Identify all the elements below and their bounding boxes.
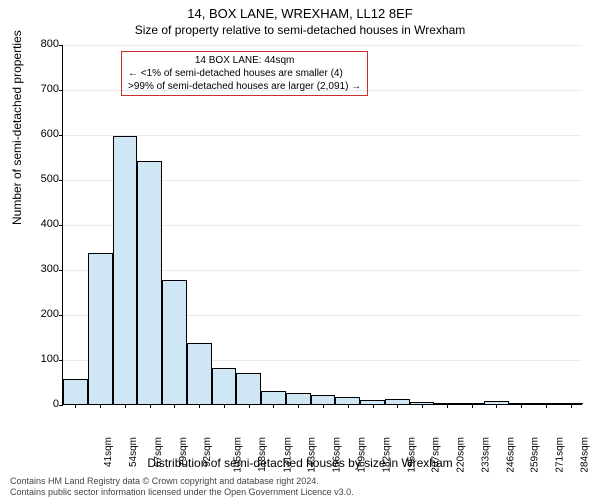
ytick-label: 800 bbox=[27, 38, 59, 50]
bar bbox=[212, 368, 237, 404]
ytick-mark bbox=[59, 90, 63, 91]
ytick-mark bbox=[59, 405, 63, 406]
ytick-label: 400 bbox=[27, 218, 59, 230]
ytick-label: 300 bbox=[27, 263, 59, 275]
xtick-mark bbox=[323, 404, 324, 408]
xtick-mark bbox=[125, 404, 126, 408]
footer: Contains HM Land Registry data © Crown c… bbox=[10, 476, 590, 498]
x-axis-label: Distribution of semi-detached houses by … bbox=[0, 456, 600, 470]
xtick-mark bbox=[373, 404, 374, 408]
xtick-mark bbox=[546, 404, 547, 408]
xtick-mark bbox=[397, 404, 398, 408]
bar bbox=[113, 136, 138, 404]
xtick-mark bbox=[422, 404, 423, 408]
gridline bbox=[63, 135, 582, 136]
bar bbox=[311, 395, 336, 404]
footer-line2: Contains public sector information licen… bbox=[10, 487, 590, 498]
gridline bbox=[63, 90, 582, 91]
xtick-mark bbox=[348, 404, 349, 408]
ytick-mark bbox=[59, 45, 63, 46]
bar bbox=[236, 373, 261, 405]
plot-area: 14 BOX LANE: 44sqm ← <1% of semi-detache… bbox=[62, 45, 582, 405]
ytick-label: 600 bbox=[27, 128, 59, 140]
bar bbox=[187, 343, 212, 404]
ytick-label: 700 bbox=[27, 83, 59, 95]
ytick-mark bbox=[59, 360, 63, 361]
chart-subtitle: Size of property relative to semi-detach… bbox=[0, 23, 600, 37]
ytick-label: 0 bbox=[27, 398, 59, 410]
ytick-mark bbox=[59, 270, 63, 271]
chart-title: 14, BOX LANE, WREXHAM, LL12 8EF bbox=[0, 6, 600, 21]
chart-container: 14, BOX LANE, WREXHAM, LL12 8EF Size of … bbox=[0, 0, 600, 500]
y-axis-label: Number of semi-detached properties bbox=[10, 30, 24, 225]
xtick-mark bbox=[224, 404, 225, 408]
ytick-mark bbox=[59, 135, 63, 136]
bar bbox=[335, 397, 360, 404]
xtick-mark bbox=[100, 404, 101, 408]
ytick-mark bbox=[59, 225, 63, 226]
footer-line1: Contains HM Land Registry data © Crown c… bbox=[10, 476, 590, 487]
infobox-line2: ← <1% of semi-detached houses are smalle… bbox=[128, 67, 361, 80]
xtick-mark bbox=[174, 404, 175, 408]
ytick-mark bbox=[59, 315, 63, 316]
xtick-mark bbox=[298, 404, 299, 408]
xtick-mark bbox=[472, 404, 473, 408]
xtick-mark bbox=[249, 404, 250, 408]
infobox-line1: 14 BOX LANE: 44sqm bbox=[128, 54, 361, 67]
xtick-mark bbox=[273, 404, 274, 408]
bar bbox=[261, 391, 286, 405]
bar bbox=[63, 379, 88, 404]
ytick-label: 200 bbox=[27, 308, 59, 320]
bar bbox=[137, 161, 162, 404]
xtick-mark bbox=[199, 404, 200, 408]
xtick-mark bbox=[447, 404, 448, 408]
xtick-mark bbox=[521, 404, 522, 408]
xtick-mark bbox=[571, 404, 572, 408]
xtick-mark bbox=[75, 404, 76, 408]
infobox-line3: >99% of semi-detached houses are larger … bbox=[128, 80, 361, 93]
bar bbox=[162, 280, 187, 404]
gridline bbox=[63, 45, 582, 46]
ytick-label: 100 bbox=[27, 353, 59, 365]
bar bbox=[88, 253, 113, 404]
xtick-mark bbox=[150, 404, 151, 408]
xtick-mark bbox=[496, 404, 497, 408]
ytick-label: 500 bbox=[27, 173, 59, 185]
bar bbox=[286, 393, 311, 404]
ytick-mark bbox=[59, 180, 63, 181]
